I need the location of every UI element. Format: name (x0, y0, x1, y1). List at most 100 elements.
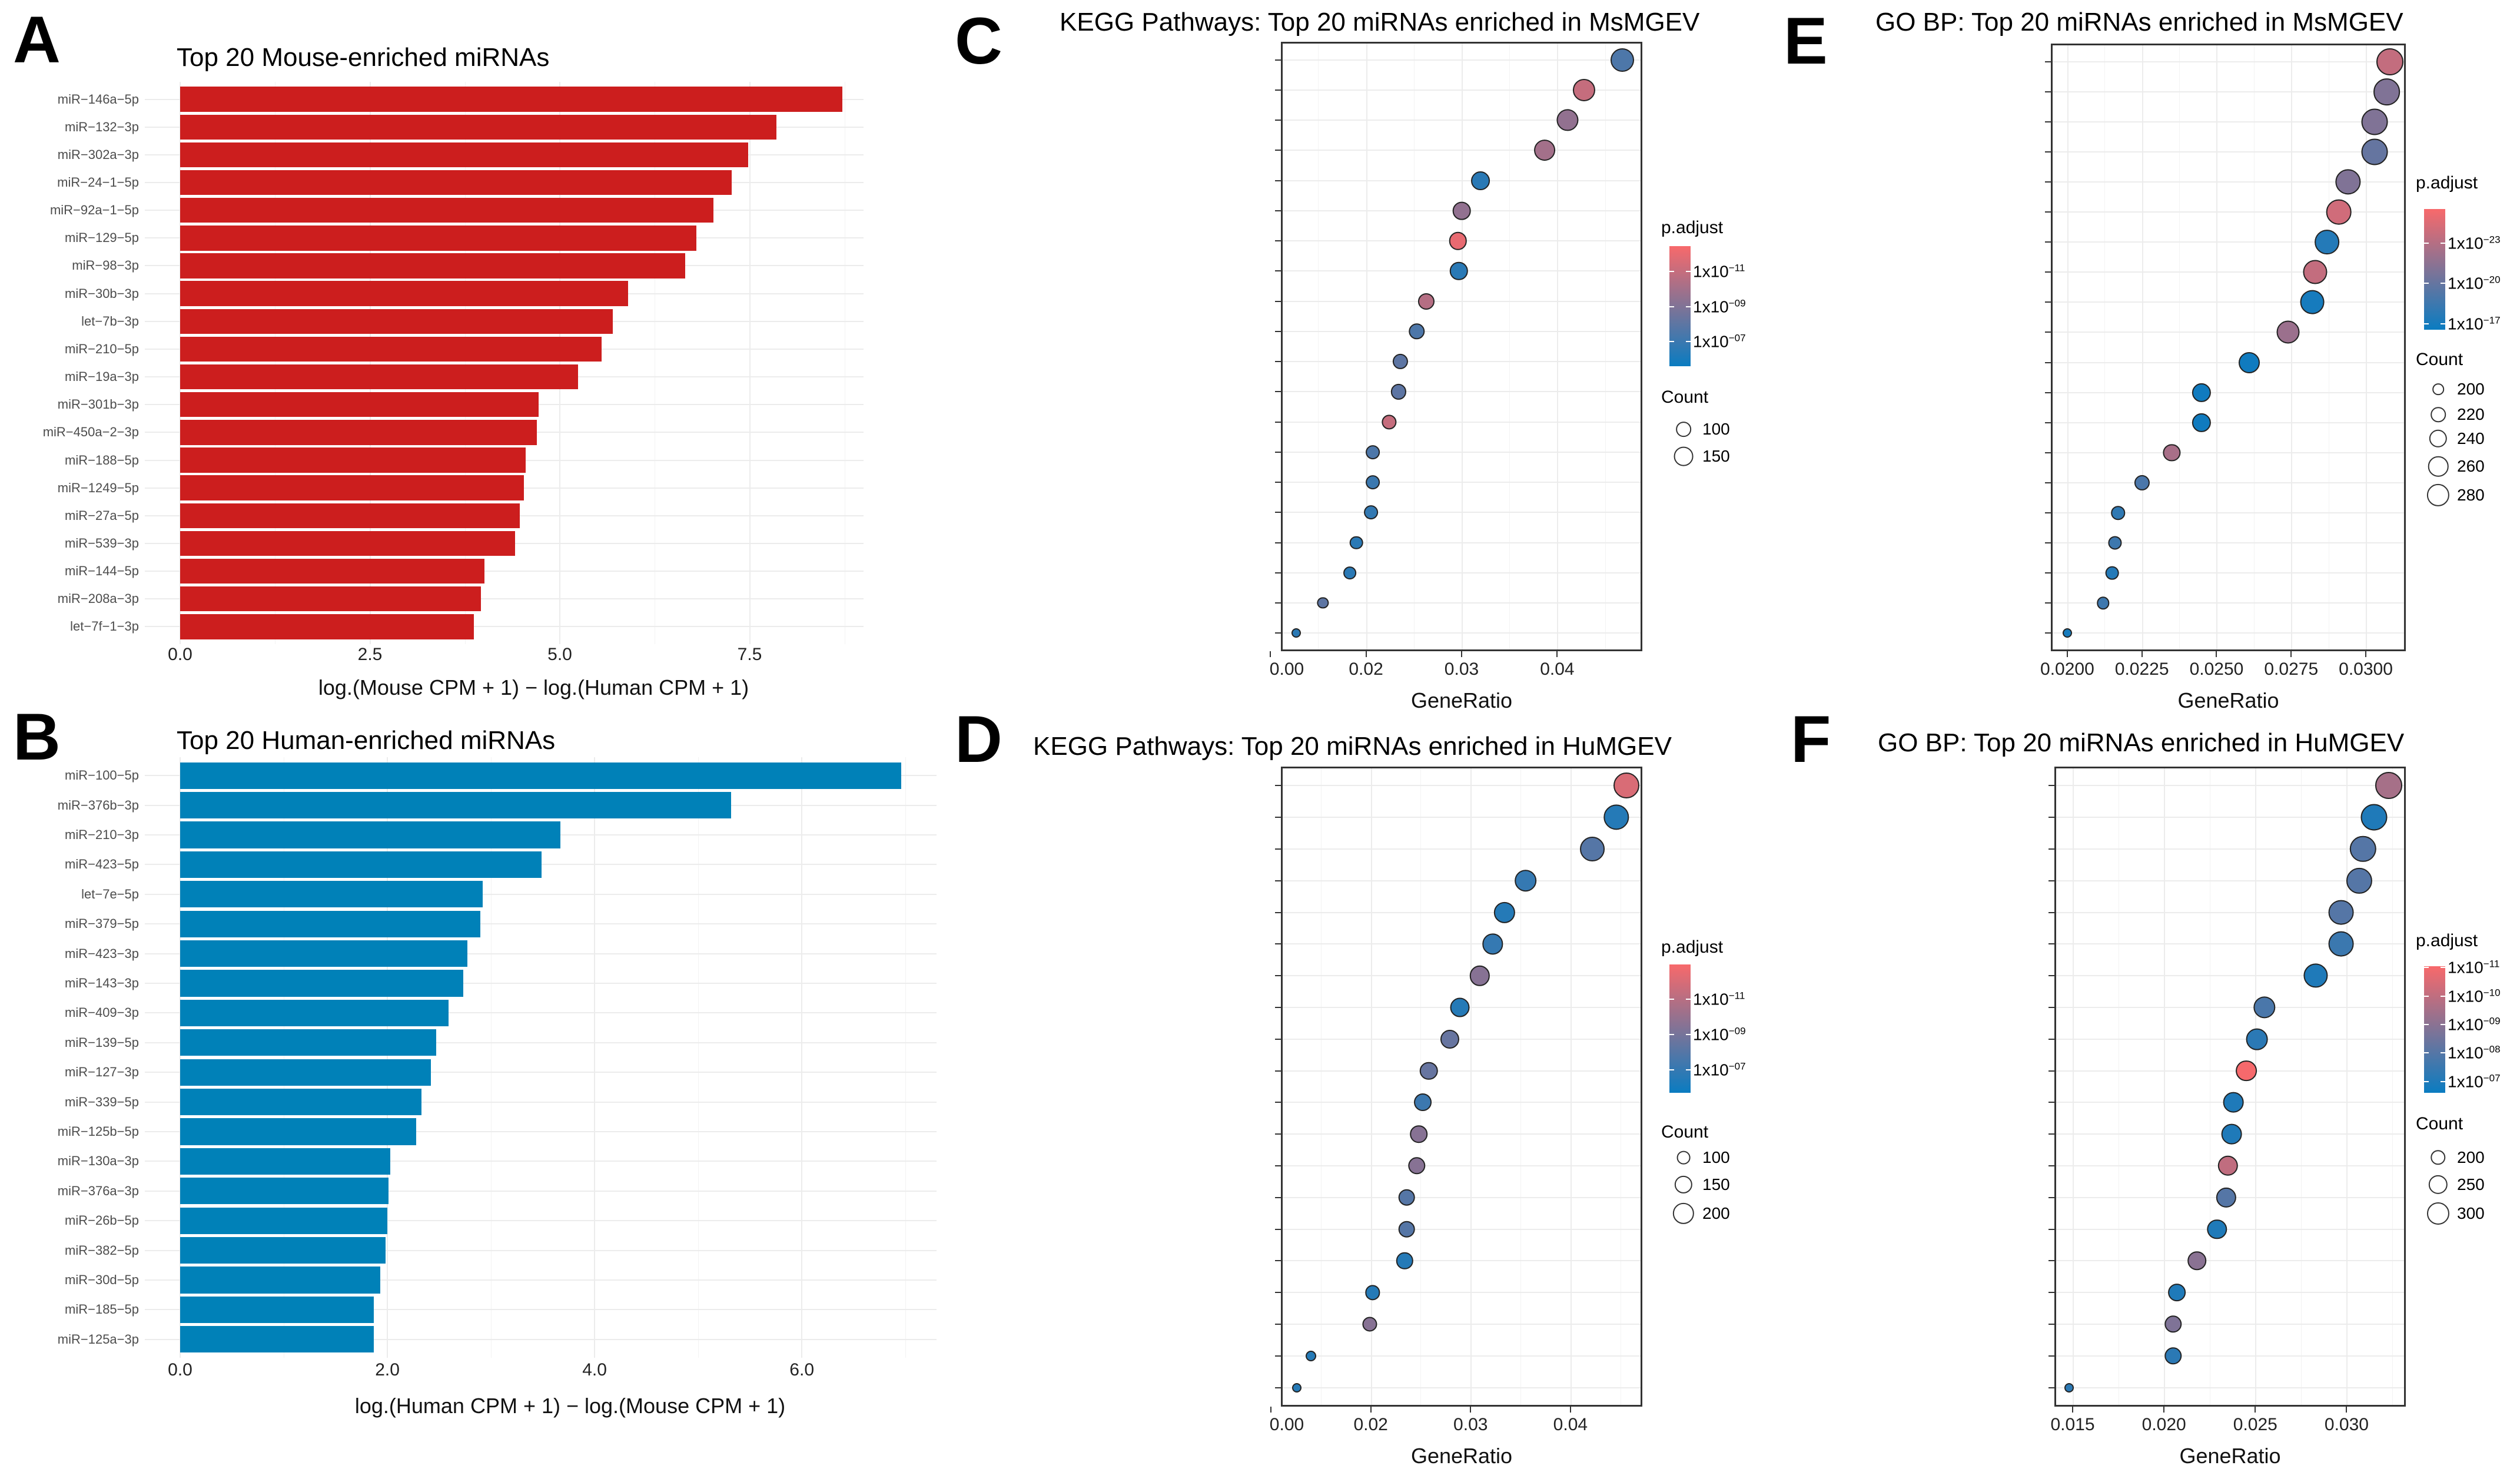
color-legend-tick (2441, 323, 2445, 324)
y-tick-mark (2048, 1260, 2054, 1262)
data-point (1556, 109, 1579, 131)
gridline-minor (2104, 44, 2106, 651)
gridline-row (1281, 542, 1642, 543)
y-tick-label: miR−379−5p (65, 916, 139, 931)
color-legend-label-base: 1x10 (2448, 274, 2484, 293)
gridline-row (2051, 331, 2406, 333)
bar (180, 1059, 431, 1086)
data-point (1366, 475, 1380, 489)
x-tick-label: 2.0 (375, 1360, 400, 1380)
color-legend-label-base: 1x10 (2448, 987, 2484, 1006)
data-point (2361, 138, 2388, 165)
color-legend-label: 1x10−23 (2448, 234, 2501, 251)
gridline-minor (1520, 767, 1522, 1407)
y-tick-mark (2048, 911, 2054, 913)
y-tick-label: miR−27a−5p (65, 508, 139, 523)
gridline-row (1281, 330, 1642, 332)
gridline-row (2054, 1387, 2406, 1388)
gridline-minor (2300, 767, 2302, 1407)
y-tick-mark (1275, 512, 1281, 513)
y-tick-mark (1275, 180, 1281, 181)
gridline-row (145, 1190, 937, 1192)
gridline-row (2051, 91, 2406, 92)
y-tick-mark (2048, 817, 2054, 818)
y-tick-mark (2045, 331, 2051, 333)
bar (180, 114, 776, 140)
gridline-minor (1420, 767, 1422, 1407)
gridline-row (1281, 1102, 1642, 1103)
bar (180, 881, 483, 908)
data-point (1493, 901, 1516, 923)
gridline-row (145, 1012, 937, 1014)
data-point (1580, 836, 1605, 861)
y-tick-mark (2048, 1070, 2054, 1072)
y-tick-label: miR−539−3p (65, 535, 139, 551)
bar (180, 1029, 436, 1056)
bar (180, 1088, 422, 1116)
color-legend-title: p.adjust (1661, 937, 1724, 957)
gridline-row (2051, 512, 2406, 513)
gridline-major (594, 757, 596, 1358)
gridline-row (1281, 1070, 1642, 1072)
bar (180, 281, 629, 306)
gridline-major (559, 82, 560, 644)
gridline-row (2054, 1038, 2406, 1040)
data-point (2164, 1315, 2182, 1333)
gridline-row (2054, 1324, 2406, 1325)
color-legend-label-exponent: −07 (1728, 332, 1746, 344)
gridline-row (2051, 241, 2406, 243)
color-legend-tick (2424, 1052, 2429, 1054)
color-legend-label: 1x10−08 (2448, 1045, 2501, 1062)
size-legend-label: 200 (1702, 1204, 1730, 1222)
y-tick-mark (1275, 210, 1281, 211)
gridline-minor (1509, 42, 1510, 651)
color-legend-tick (1686, 998, 1691, 1000)
data-point (2163, 444, 2180, 462)
gridline-minor (491, 757, 492, 1358)
y-tick-mark (2048, 880, 2054, 881)
gridline-row (2054, 1228, 2406, 1230)
x-tick-label: 0.025 (2233, 1415, 2277, 1434)
color-legend-label-base: 1x10 (1693, 1025, 1729, 1044)
bar (180, 1207, 388, 1234)
panel-label: A (13, 3, 61, 77)
gridline-row (2051, 211, 2406, 213)
data-point (1398, 1221, 1416, 1238)
y-tick-mark (1275, 975, 1281, 977)
y-tick-mark (1275, 270, 1281, 272)
gridline-major (2073, 767, 2074, 1407)
bar (180, 531, 515, 556)
y-tick-label: miR−1249−5p (57, 480, 139, 495)
size-legend-circle (2426, 483, 2450, 507)
data-point (2168, 1284, 2186, 1302)
size-legend-circle (2431, 1150, 2446, 1165)
chart-title: KEGG Pathways: Top 20 miRNAs enriched in… (1033, 732, 1672, 761)
gridline-major (1370, 767, 1372, 1407)
y-tick-mark (1275, 1196, 1281, 1198)
data-point (2187, 1251, 2206, 1271)
y-tick-mark (2048, 1196, 2054, 1198)
color-legend-label-base: 1x10 (1693, 1060, 1729, 1079)
y-tick-label: miR−26b−5p (65, 1213, 139, 1228)
gridline-row (2051, 572, 2406, 574)
color-legend-title: p.adjust (2416, 931, 2478, 950)
x-tick-mark (2255, 1407, 2256, 1413)
y-tick-mark (2048, 1387, 2054, 1388)
y-tick-mark (1275, 785, 1281, 787)
size-legend-circle (2431, 407, 2446, 422)
color-legend-tick (2424, 323, 2429, 324)
bar (180, 309, 613, 334)
gridline-minor (1318, 42, 1319, 651)
gridline-minor (698, 757, 699, 1358)
gridline-row (1281, 785, 1642, 787)
color-legend-tick (2441, 1052, 2445, 1054)
gridline-row (1281, 1038, 1642, 1040)
gridline-row (1281, 150, 1642, 151)
bar (180, 762, 902, 789)
x-tick-label: 0.030 (2324, 1415, 2369, 1434)
color-legend-tick (1686, 271, 1691, 273)
panel-label: F (1791, 702, 1831, 776)
y-tick-label: let−7b−3p (81, 313, 139, 329)
bar (180, 170, 732, 195)
x-tick-mark (1370, 1407, 1372, 1413)
